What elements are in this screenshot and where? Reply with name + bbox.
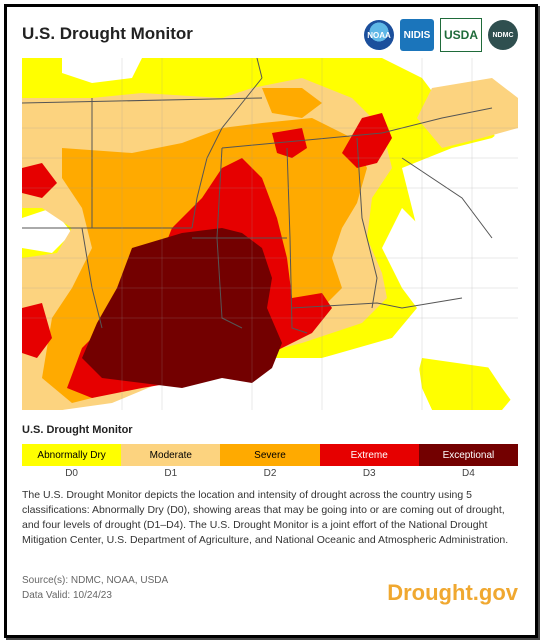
legend-item-d3: Extreme	[319, 444, 419, 466]
drought-gov-brand[interactable]: Drought.gov	[387, 580, 518, 605]
border-line-5	[221, 132, 383, 149]
d3-region-west	[22, 163, 57, 198]
legend-code-d4: D4	[462, 468, 475, 479]
border-line-4	[191, 77, 263, 229]
drought-map	[22, 58, 518, 410]
legend-label-d0: Abnormally Dry	[37, 449, 106, 461]
no-drought-northeast	[402, 118, 518, 318]
border-line-7	[216, 147, 243, 329]
source-info: Source(s): NDMC, NOAA, USDA Data Valid: …	[22, 573, 168, 603]
legend-label-d1: Moderate	[149, 449, 192, 461]
drought-legend: Abnormally Dry Moderate Severe Extreme E…	[22, 444, 519, 466]
legend-code-d1: D1	[164, 468, 178, 479]
d3-region-sw	[22, 303, 52, 358]
border-line-10	[291, 297, 463, 309]
border-line-8	[286, 147, 308, 334]
legend-code-d2: D2	[263, 468, 277, 479]
border-line-9	[356, 137, 378, 309]
border-line-14	[256, 58, 263, 79]
d3-region-ne	[342, 113, 392, 168]
legend-item-d0: Abnormally Dry	[22, 444, 122, 466]
border-line-1	[22, 97, 263, 104]
nidis-logo: NIDIS	[400, 19, 434, 51]
nidis-logo-label: NIDIS	[403, 29, 431, 41]
noaa-logo-label: NOAA	[367, 30, 391, 40]
d3-region-north	[272, 128, 307, 158]
ndmc-logo-label: NDMC	[492, 31, 514, 39]
legend-label-d4: Exceptional	[442, 449, 495, 461]
gulf-of-mexico	[172, 338, 432, 410]
description-text: The U.S. Drought Monitor depicts the loc…	[22, 489, 509, 546]
no-drought-florida	[452, 298, 518, 410]
legend-item-d4: Exceptional	[418, 444, 519, 466]
d2-region-ne	[262, 88, 322, 118]
d0-region-florida	[417, 358, 512, 410]
usda-logo-label: USDA	[443, 28, 478, 42]
legend-code-d3: D3	[362, 468, 376, 479]
state-borders	[22, 58, 493, 334]
legend-item-d1: Moderate	[121, 444, 221, 466]
county-grid	[22, 58, 518, 410]
usda-logo: USDA	[440, 18, 482, 52]
data-valid-text: Data Valid: 10/24/23	[22, 590, 112, 601]
page-title: U.S. Drought Monitor	[22, 24, 193, 43]
noaa-logo: NOAA	[364, 20, 394, 50]
legend-codes: D0 D1 D2 D3 D4	[22, 468, 518, 479]
d4-region	[82, 228, 282, 388]
source-text: Source(s): NDMC, NOAA, USDA	[22, 575, 169, 586]
legend-label-d2: Severe	[254, 449, 286, 461]
legend-title: U.S. Drought Monitor	[22, 424, 133, 436]
legend-code-d0: D0	[65, 468, 78, 479]
drought-map-svg	[22, 58, 518, 410]
partner-logos: NOAA NIDIS USDA NDMC	[364, 18, 518, 52]
legend-label-d3: Extreme	[350, 449, 388, 461]
ndmc-logo: NDMC	[488, 20, 518, 50]
legend-item-d2: Severe	[220, 444, 320, 466]
